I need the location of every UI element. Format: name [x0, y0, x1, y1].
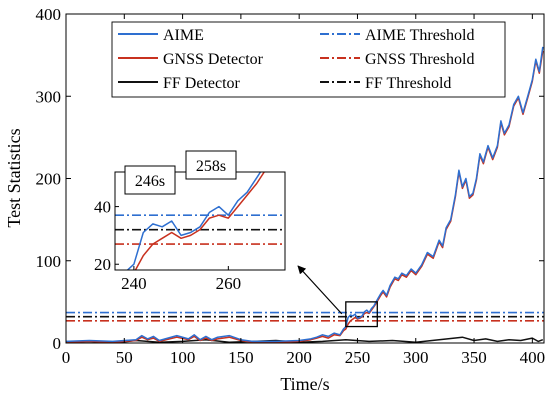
zoom-connector-arrow: [297, 265, 343, 315]
legend-label-aime-threshold: AIME Threshold: [365, 27, 474, 44]
x-tick-label: 350: [461, 348, 487, 367]
legend-label-ff-detector: FF Detector: [163, 75, 241, 92]
x-tick-label: 150: [228, 348, 254, 367]
x-tick-label: 300: [403, 348, 429, 367]
x-axis-label: Time/s: [280, 374, 329, 394]
inset-series-group: [115, 172, 285, 270]
y-axis-label: Test Statistics: [4, 128, 24, 227]
annotation-box-258s: [185, 150, 237, 180]
x-tick-label: 250: [345, 348, 371, 367]
x-axis: 0 50 100 150 200 250 300 350 400: [62, 14, 545, 367]
y-tick-label: 100: [36, 252, 62, 271]
y-tick-label: 200: [36, 170, 62, 189]
y-tick-label: 300: [36, 87, 62, 106]
y-tick-label: 400: [36, 5, 62, 24]
annotation-258s: 258s: [185, 150, 237, 180]
y-axis: 0 100 200 300 400: [36, 5, 544, 353]
y-tick-label: 0: [53, 334, 62, 353]
annotation-246s: 246s: [124, 165, 176, 195]
zoom-region-box: [345, 301, 378, 328]
inset-series-gnss-detector-line: [134, 172, 266, 270]
inset-axes: 240 260 20 40: [94, 198, 241, 293]
x-tick-label: 0: [62, 348, 71, 367]
legend: AIME GNSS Detector FF Detector AIME Thre…: [111, 21, 506, 98]
inset-y-tick-label: 20: [94, 255, 111, 274]
legend-box: [111, 21, 506, 98]
x-tick-label: 50: [116, 348, 133, 367]
annotation-text-258s: 258s: [196, 158, 226, 175]
legend-label-ff-threshold: FF Threshold: [365, 75, 451, 92]
x-tick-label: 100: [170, 348, 196, 367]
annotation-box-246s: [124, 165, 176, 195]
series-aime-line: [66, 46, 544, 343]
legend-label-gnss-detector: GNSS Detector: [163, 51, 264, 68]
inset-y-tick-label: 40: [94, 198, 111, 217]
annotation-text-246s: 246s: [135, 173, 165, 190]
inset-x-tick-label: 260: [216, 274, 242, 293]
x-tick-label: 200: [286, 348, 312, 367]
x-tick-label: 400: [520, 348, 546, 367]
legend-label-aime: AIME: [163, 27, 204, 44]
inset-x-tick-label: 240: [121, 274, 147, 293]
legend-label-gnss-threshold: GNSS Threshold: [365, 51, 475, 68]
